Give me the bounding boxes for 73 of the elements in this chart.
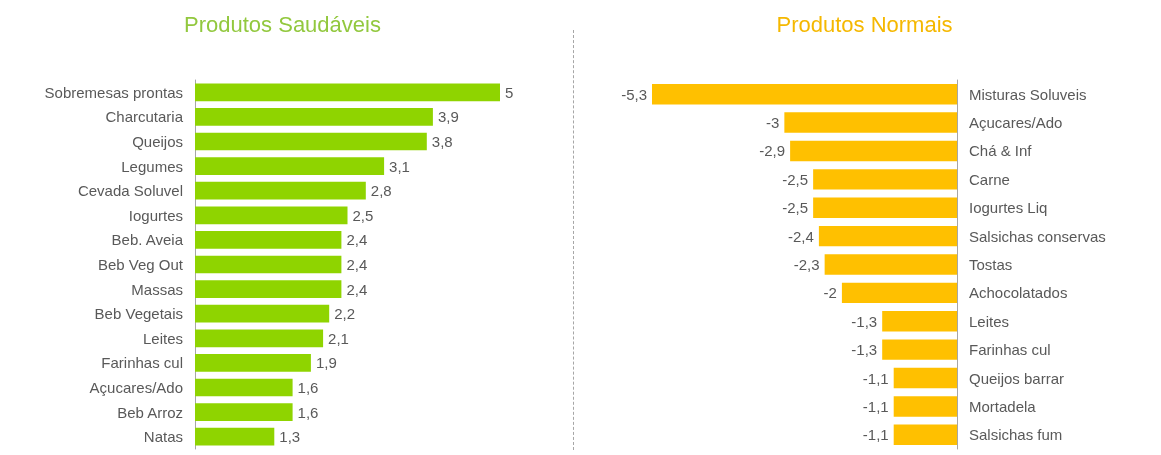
- y-tick-label: Leites: [969, 312, 1010, 330]
- data-label: -1,1: [862, 369, 889, 387]
- data-label: -3: [766, 114, 780, 132]
- data-label: -1,3: [851, 312, 878, 330]
- data-label: 2,2: [334, 305, 356, 323]
- y-tick-label: Açucares/Ado: [89, 379, 183, 396]
- bar: [195, 280, 342, 298]
- bar: [195, 83, 500, 102]
- bar: [195, 378, 293, 397]
- bar: [195, 108, 433, 126]
- y-tick-label: Beb Arroz: [117, 403, 183, 421]
- bar: [195, 329, 324, 348]
- data-label: 2,4: [346, 231, 368, 249]
- data-label: -2,3: [793, 256, 820, 273]
- data-label: 3,9: [437, 108, 459, 126]
- y-tick-label: Carne: [969, 170, 1010, 188]
- bar: [195, 231, 342, 249]
- y-tick-label: Massas: [131, 280, 183, 298]
- chart-title: Produtos Normais: [776, 11, 953, 37]
- bar: [195, 157, 385, 175]
- data-label: 3,1: [389, 157, 410, 175]
- data-label: 2,5: [352, 206, 374, 224]
- y-tick-label: Chá & Inf: [969, 142, 1033, 160]
- data-label: 2,4: [346, 280, 368, 298]
- y-tick-label: Farinhas cul: [101, 354, 183, 372]
- data-label: 2,8: [370, 182, 392, 200]
- y-tick-label: Legumes: [121, 157, 183, 175]
- y-tick-label: Leites: [142, 329, 183, 347]
- y-tick-label: Misturas Soluveis: [969, 85, 1087, 103]
- data-label: -2,9: [759, 142, 786, 160]
- y-tick-label: Iogurtes: [128, 206, 183, 224]
- data-label: -1,1: [862, 397, 889, 415]
- data-label: -1,3: [851, 341, 878, 359]
- y-tick-label: Queijos: [132, 133, 183, 150]
- y-tick-label: Salsichas fum: [969, 426, 1063, 444]
- bar: [195, 132, 427, 151]
- data-label: 1,6: [297, 379, 319, 396]
- bar: [195, 181, 366, 200]
- bar: [195, 255, 342, 274]
- data-label: -2: [823, 284, 837, 302]
- y-tick-label: Natas: [143, 428, 183, 446]
- bar: [195, 206, 348, 225]
- y-tick-label: Beb Veg Out: [97, 256, 184, 273]
- data-label: 2,1: [328, 329, 349, 347]
- y-tick-label: Beb Vegetais: [94, 305, 183, 323]
- y-tick-label: Charcutaria: [105, 108, 184, 126]
- y-tick-label: Tostas: [969, 256, 1013, 273]
- chart-title: Produtos Saudáveis: [184, 11, 381, 37]
- y-tick-label: Farinhas cul: [969, 341, 1051, 359]
- bar: [195, 354, 311, 372]
- data-label: 5: [505, 83, 514, 101]
- data-label: 1,6: [297, 403, 319, 421]
- bar: [195, 403, 293, 421]
- data-label: 1,3: [279, 428, 301, 446]
- y-tick-label: Achocolatados: [969, 284, 1068, 302]
- data-label: 1,9: [315, 354, 337, 372]
- y-tick-label: Cevada Soluvel: [77, 182, 183, 200]
- bar: [195, 427, 275, 446]
- data-label: -5,3: [621, 85, 647, 103]
- data-label: -2,4: [788, 227, 814, 245]
- bar: [195, 304, 330, 323]
- y-tick-label: Queijos barrar: [969, 369, 1065, 387]
- data-label: -2,5: [782, 199, 809, 217]
- y-tick-label: Mortadela: [969, 397, 1037, 415]
- y-tick-label: Açucares/Ado: [969, 114, 1063, 132]
- data-label: -2,5: [782, 170, 809, 188]
- data-label: 3,8: [431, 133, 453, 150]
- y-tick-label: Sobremesas prontas: [44, 83, 183, 101]
- y-tick-label: Beb. Aveia: [111, 231, 184, 249]
- y-tick-label: Iogurtes Liq: [969, 199, 1048, 217]
- y-tick-label: Salsichas conservas: [969, 227, 1106, 245]
- data-label: -1,1: [862, 426, 889, 444]
- data-label: 2,4: [346, 256, 368, 273]
